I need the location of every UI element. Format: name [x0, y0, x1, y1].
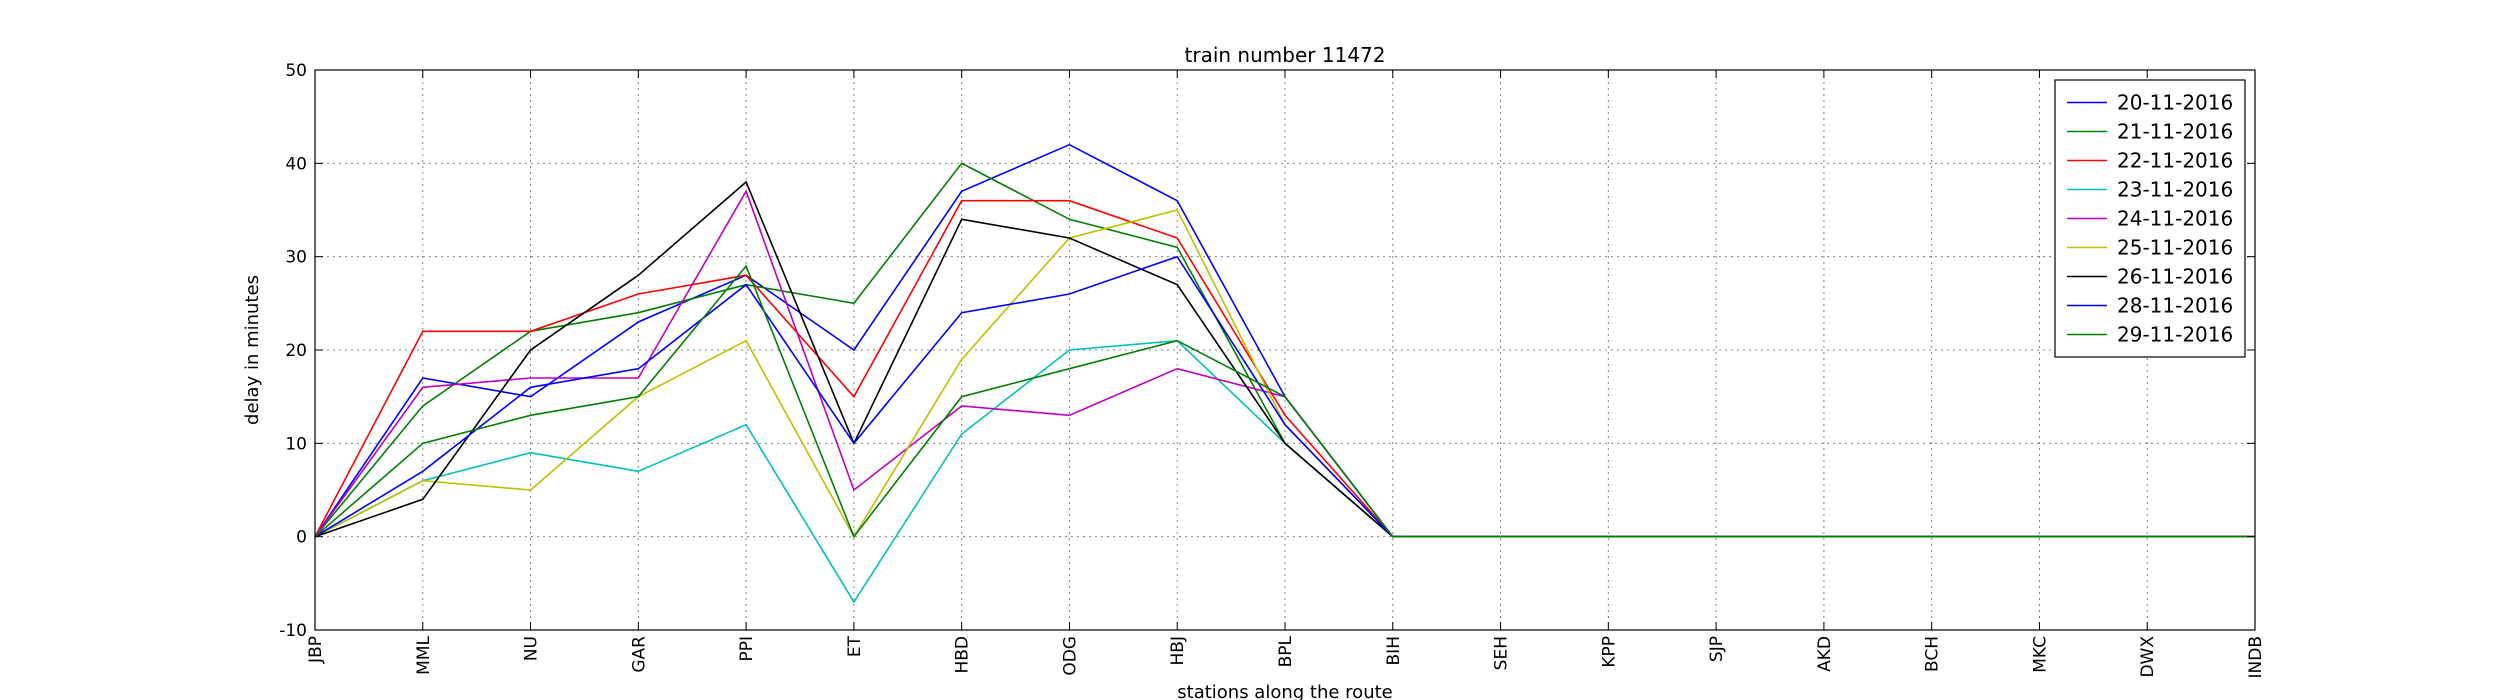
- x-tick-label: KPP: [1599, 636, 1619, 668]
- x-tick-label: DWX: [2138, 636, 2158, 678]
- legend-label: 24-11-2016: [2117, 207, 2233, 231]
- x-tick-label: BCH: [1923, 636, 1943, 672]
- x-tick-label: HBJ: [1168, 636, 1188, 665]
- x-tick-label: ODG: [1060, 636, 1080, 676]
- legend-label: 28-11-2016: [2117, 294, 2233, 318]
- y-tick-label: 40: [285, 154, 307, 174]
- x-tick-label: HBD: [953, 636, 973, 674]
- x-axis-ticks: JBP MML NU GAR PPI ET HBD ODG HBJ BPL BIH SEH KPP SJP…: [306, 70, 2266, 678]
- x-tick-label: BPL: [1276, 635, 1296, 667]
- y-axis-ticks: -10 0 10 20 30 40 50: [279, 61, 2255, 641]
- x-tick-label: ET: [845, 635, 865, 657]
- x-tick-label: BIH: [1384, 636, 1404, 665]
- y-tick-label: 10: [285, 434, 307, 454]
- x-tick-label: NU: [522, 636, 542, 661]
- x-tick-label: INDB: [2246, 636, 2266, 678]
- x-tick-label: GAR: [629, 636, 649, 673]
- series-lines: [314, 143, 2255, 604]
- legend-label: 25-11-2016: [2117, 236, 2233, 260]
- x-tick-label: MML: [414, 635, 434, 674]
- legend-label: 21-11-2016: [2117, 120, 2233, 144]
- y-tick-label: 20: [285, 341, 307, 361]
- legend-label: 23-11-2016: [2117, 178, 2233, 202]
- x-tick-label: SEH: [1492, 636, 1512, 670]
- series-line-29-11-2016: [314, 264, 2255, 539]
- legend-label: 29-11-2016: [2117, 323, 2233, 347]
- legend-label: 20-11-2016: [2117, 91, 2233, 115]
- legend: 20-11-2016 21-11-2016 22-11-2016 23-11-2016…: [2054, 79, 2246, 358]
- x-axis-label: stations along the route: [1177, 682, 1392, 700]
- x-tick-label: SJP: [1707, 636, 1727, 662]
- y-axis-label: delay in minutes: [242, 275, 263, 425]
- y-tick-label: -10: [279, 621, 307, 641]
- legend-label: 26-11-2016: [2117, 265, 2233, 289]
- chart-title: train number 11472: [1185, 43, 1386, 67]
- x-tick-label: PPI: [737, 636, 757, 662]
- legend-label: 22-11-2016: [2117, 149, 2233, 173]
- y-tick-label: 0: [296, 528, 307, 548]
- y-tick-label: 50: [285, 61, 307, 81]
- x-tick-label: MKC: [2030, 636, 2050, 673]
- x-tick-label: AKD: [1815, 636, 1835, 672]
- y-tick-label: 30: [285, 248, 307, 268]
- x-tick-label: JBP: [306, 636, 326, 664]
